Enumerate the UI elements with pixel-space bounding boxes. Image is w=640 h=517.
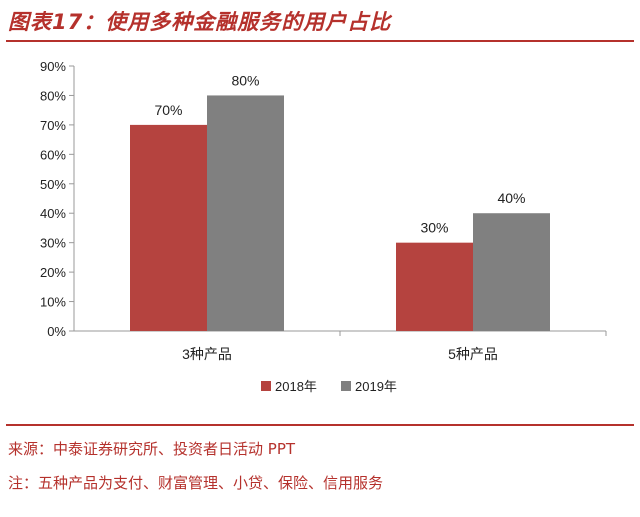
y-tick-label: 90%	[40, 59, 66, 74]
bar	[207, 95, 284, 331]
data-label: 40%	[497, 190, 525, 206]
source-note: 来源：中泰证券研究所、投资者日活动 PPT	[8, 440, 296, 458]
title-divider	[6, 40, 634, 42]
y-tick-label: 50%	[40, 177, 66, 192]
bar-chart: 0% 10% 20% 30% 40% 50% 60% 70% 80% 90% 70% 80% 3种产品 3…	[40, 59, 607, 394]
legend-label: 2019年	[355, 379, 397, 394]
x-tick-label: 5种产品	[448, 346, 498, 362]
legend-swatch	[261, 381, 271, 391]
bar	[130, 124, 207, 331]
legend-label: 2018年	[275, 379, 317, 394]
footnote: 注：五种产品为支付、财富管理、小贷、保险、信用服务	[8, 474, 384, 492]
y-tick-label: 40%	[40, 206, 66, 221]
x-tick-label: 3种产品	[182, 346, 232, 362]
bar	[473, 213, 550, 331]
y-tick-label: 0%	[47, 324, 66, 339]
y-tick-label: 30%	[40, 236, 66, 251]
y-tick-label: 10%	[40, 295, 66, 310]
chart-title: 图表17：使用多种金融服务的用户占比	[8, 10, 392, 34]
data-label: 70%	[154, 102, 182, 118]
y-tick-label: 60%	[40, 147, 66, 162]
legend-swatch	[341, 381, 351, 391]
data-label: 80%	[231, 72, 259, 88]
footer-divider	[6, 424, 634, 426]
y-tick-label: 70%	[40, 118, 66, 133]
y-tick-label: 20%	[40, 265, 66, 280]
y-tick-label: 80%	[40, 88, 66, 103]
bar	[396, 242, 473, 331]
data-label: 30%	[420, 220, 448, 236]
